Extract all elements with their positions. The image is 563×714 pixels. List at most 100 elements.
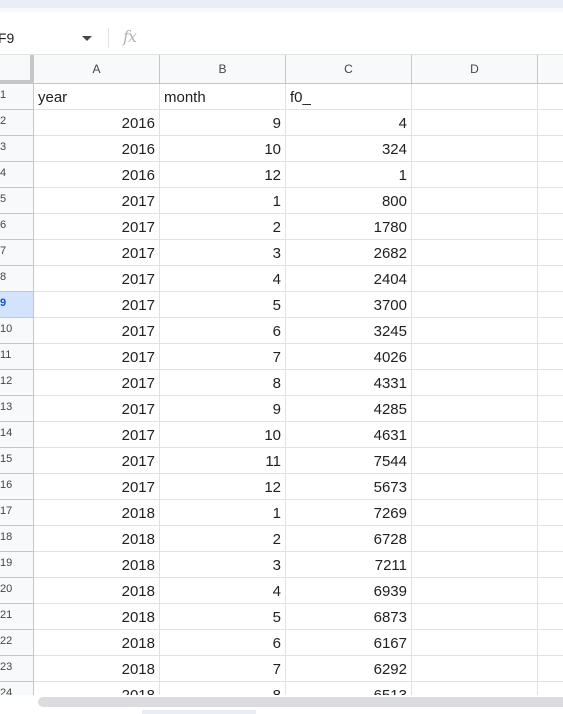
cell-e7[interactable]: [538, 240, 563, 266]
cell-e15[interactable]: [538, 448, 563, 474]
row-header[interactable]: 18: [0, 526, 34, 552]
cell-b10[interactable]: 6: [160, 318, 286, 344]
cell-c20[interactable]: 6939: [286, 578, 412, 604]
cell-e14[interactable]: [538, 422, 563, 448]
cell-c15[interactable]: 7544: [286, 448, 412, 474]
cell-a22[interactable]: 2018: [34, 630, 160, 656]
cell-a11[interactable]: 2017: [34, 344, 160, 370]
cell-a1[interactable]: year: [34, 84, 160, 110]
cell-a9[interactable]: 2017: [34, 292, 160, 318]
cell-c24[interactable]: 6513: [286, 682, 412, 695]
cell-a2[interactable]: 2016: [34, 110, 160, 136]
scrollbar-thumb[interactable]: [38, 697, 563, 707]
row-header[interactable]: 14: [0, 422, 34, 448]
cell-a4[interactable]: 2016: [34, 162, 160, 188]
cell-b3[interactable]: 10: [160, 136, 286, 162]
cell-b1[interactable]: month: [160, 84, 286, 110]
cell-b17[interactable]: 1: [160, 500, 286, 526]
cell-c12[interactable]: 4331: [286, 370, 412, 396]
name-box[interactable]: F9: [0, 28, 102, 50]
cell-e5[interactable]: [538, 188, 563, 214]
cell-e9[interactable]: [538, 292, 563, 318]
cell-c11[interactable]: 4026: [286, 344, 412, 370]
cell-a3[interactable]: 2016: [34, 136, 160, 162]
cell-e19[interactable]: [538, 552, 563, 578]
cell-a13[interactable]: 2017: [34, 396, 160, 422]
cell-a21[interactable]: 2018: [34, 604, 160, 630]
cell-b5[interactable]: 1: [160, 188, 286, 214]
cell-b13[interactable]: 9: [160, 396, 286, 422]
row-header[interactable]: 9: [0, 292, 34, 318]
cell-e4[interactable]: [538, 162, 563, 188]
cell-b8[interactable]: 4: [160, 266, 286, 292]
row-header[interactable]: 12: [0, 370, 34, 396]
cell-e21[interactable]: [538, 604, 563, 630]
cell-c14[interactable]: 4631: [286, 422, 412, 448]
cell-e16[interactable]: [538, 474, 563, 500]
row-header[interactable]: 15: [0, 448, 34, 474]
cell-a16[interactable]: 2017: [34, 474, 160, 500]
cell-e6[interactable]: [538, 214, 563, 240]
cell-c13[interactable]: 4285: [286, 396, 412, 422]
cell-d7[interactable]: [412, 240, 538, 266]
cell-d22[interactable]: [412, 630, 538, 656]
cell-d24[interactable]: [412, 682, 538, 695]
cell-b6[interactable]: 2: [160, 214, 286, 240]
row-header[interactable]: 6: [0, 214, 34, 240]
cell-e12[interactable]: [538, 370, 563, 396]
cell-c17[interactable]: 7269: [286, 500, 412, 526]
cell-d6[interactable]: [412, 214, 538, 240]
cell-b24[interactable]: 8: [160, 682, 286, 695]
cell-e24[interactable]: [538, 682, 563, 695]
cell-d5[interactable]: [412, 188, 538, 214]
row-header[interactable]: 17: [0, 500, 34, 526]
cell-a15[interactable]: 2017: [34, 448, 160, 474]
cell-d11[interactable]: [412, 344, 538, 370]
row-header[interactable]: 23: [0, 656, 34, 682]
cell-a18[interactable]: 2018: [34, 526, 160, 552]
cell-c2[interactable]: 4: [286, 110, 412, 136]
cell-e2[interactable]: [538, 110, 563, 136]
row-header[interactable]: 16: [0, 474, 34, 500]
cell-a6[interactable]: 2017: [34, 214, 160, 240]
cell-b7[interactable]: 3: [160, 240, 286, 266]
cell-b19[interactable]: 3: [160, 552, 286, 578]
cell-b12[interactable]: 8: [160, 370, 286, 396]
cell-e17[interactable]: [538, 500, 563, 526]
cell-a19[interactable]: 2018: [34, 552, 160, 578]
cell-a10[interactable]: 2017: [34, 318, 160, 344]
cell-e23[interactable]: [538, 656, 563, 682]
cell-e22[interactable]: [538, 630, 563, 656]
cell-a23[interactable]: 2018: [34, 656, 160, 682]
column-header-b[interactable]: B: [160, 55, 286, 84]
cell-d20[interactable]: [412, 578, 538, 604]
cell-b21[interactable]: 5: [160, 604, 286, 630]
row-header[interactable]: 21: [0, 604, 34, 630]
row-header[interactable]: 4: [0, 162, 34, 188]
cell-c18[interactable]: 6728: [286, 526, 412, 552]
cell-d9[interactable]: [412, 292, 538, 318]
cell-b9[interactable]: 5: [160, 292, 286, 318]
cell-a12[interactable]: 2017: [34, 370, 160, 396]
cell-d15[interactable]: [412, 448, 538, 474]
cell-d1[interactable]: [412, 84, 538, 110]
cell-b15[interactable]: 11: [160, 448, 286, 474]
cell-c7[interactable]: 2682: [286, 240, 412, 266]
cell-b18[interactable]: 2: [160, 526, 286, 552]
cell-a5[interactable]: 2017: [34, 188, 160, 214]
cell-c22[interactable]: 6167: [286, 630, 412, 656]
row-header[interactable]: 24: [0, 682, 34, 695]
row-header[interactable]: 1: [0, 84, 34, 110]
cell-a14[interactable]: 2017: [34, 422, 160, 448]
cell-a7[interactable]: 2017: [34, 240, 160, 266]
row-header[interactable]: 2: [0, 110, 34, 136]
cell-d10[interactable]: [412, 318, 538, 344]
cell-c6[interactable]: 1780: [286, 214, 412, 240]
row-header[interactable]: 11: [0, 344, 34, 370]
cell-c21[interactable]: 6873: [286, 604, 412, 630]
row-header[interactable]: 13: [0, 396, 34, 422]
cell-c5[interactable]: 800: [286, 188, 412, 214]
cell-b4[interactable]: 12: [160, 162, 286, 188]
cell-b20[interactable]: 4: [160, 578, 286, 604]
cell-c9[interactable]: 3700: [286, 292, 412, 318]
